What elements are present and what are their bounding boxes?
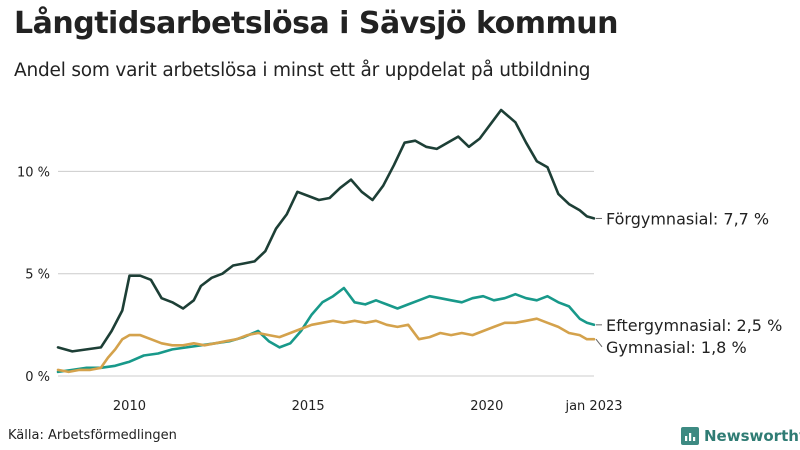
end-label-gymnasial: Gymnasial: 1,8 % — [606, 338, 747, 357]
end-label-förgymnasial: Förgymnasial: 7,7 % — [606, 209, 769, 228]
chart-title: Långtidsarbetslösa i Sävsjö kommun — [14, 6, 618, 41]
x-tick-label: 2010 — [113, 399, 146, 414]
y-tick-label: 0 % — [25, 370, 50, 385]
end-label-layer: Förgymnasial: 7,7 % Eftergymnasial: 2,5 %… — [595, 209, 782, 357]
y-tick-label: 10 % — [17, 165, 50, 180]
x-tick-label: 2015 — [292, 399, 325, 414]
series-line-eftergymnasial — [56, 286, 596, 374]
end-label-leader — [595, 338, 603, 348]
end-label-eftergymnasial: Eftergymnasial: 2,5 % — [606, 316, 782, 335]
series-line-gymnasial — [56, 317, 596, 374]
x-tick-label: 2020 — [470, 399, 503, 414]
brand-name: Newsworthy — [704, 427, 800, 445]
y-tick-label: 5 % — [25, 268, 50, 283]
newsworthy-logo[interactable]: Newsworthy — [681, 427, 800, 445]
source-note: Källa: Arbetsförmedlingen — [8, 428, 177, 443]
series-layer — [56, 108, 596, 374]
grid-layer — [58, 170, 594, 377]
bar-chart-icon — [681, 427, 699, 445]
chart-subtitle: Andel som varit arbetslösa i minst ett å… — [14, 60, 591, 81]
axis-layer: 0 % 5 % 10 % 2010 2015 2020 jan 2023 — [17, 165, 623, 414]
x-tick-label: jan 2023 — [564, 399, 622, 414]
series-line-förgymnasial — [56, 108, 596, 353]
